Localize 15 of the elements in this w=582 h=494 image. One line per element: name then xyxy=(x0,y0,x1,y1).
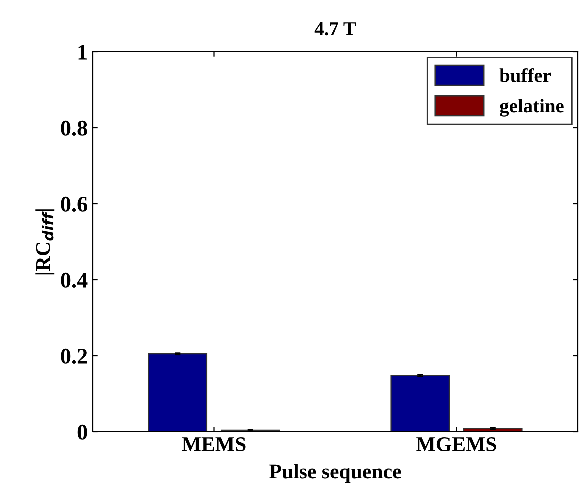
x-tick-label: MGEMS xyxy=(416,438,496,452)
x-tick-label: MEMS xyxy=(182,438,246,452)
y-tick-label: 0.8 xyxy=(61,120,88,136)
legend-label: gelatine xyxy=(500,99,564,117)
bar xyxy=(148,354,208,432)
y-axis-title: |RC$_{diff}$| xyxy=(36,210,55,275)
x-axis-title: Pulse sequence xyxy=(270,464,402,483)
y-tick-label: 0.4 xyxy=(61,272,88,288)
legend-label: buffer xyxy=(500,68,552,82)
y-tick-label: 0.2 xyxy=(61,348,88,364)
bar xyxy=(390,375,450,432)
y-tick-label: 1 xyxy=(78,45,87,60)
y-tick-label: 0.6 xyxy=(61,196,88,212)
chart-title: 4.7 T xyxy=(314,22,356,36)
y-tick-label: 0 xyxy=(78,424,88,440)
